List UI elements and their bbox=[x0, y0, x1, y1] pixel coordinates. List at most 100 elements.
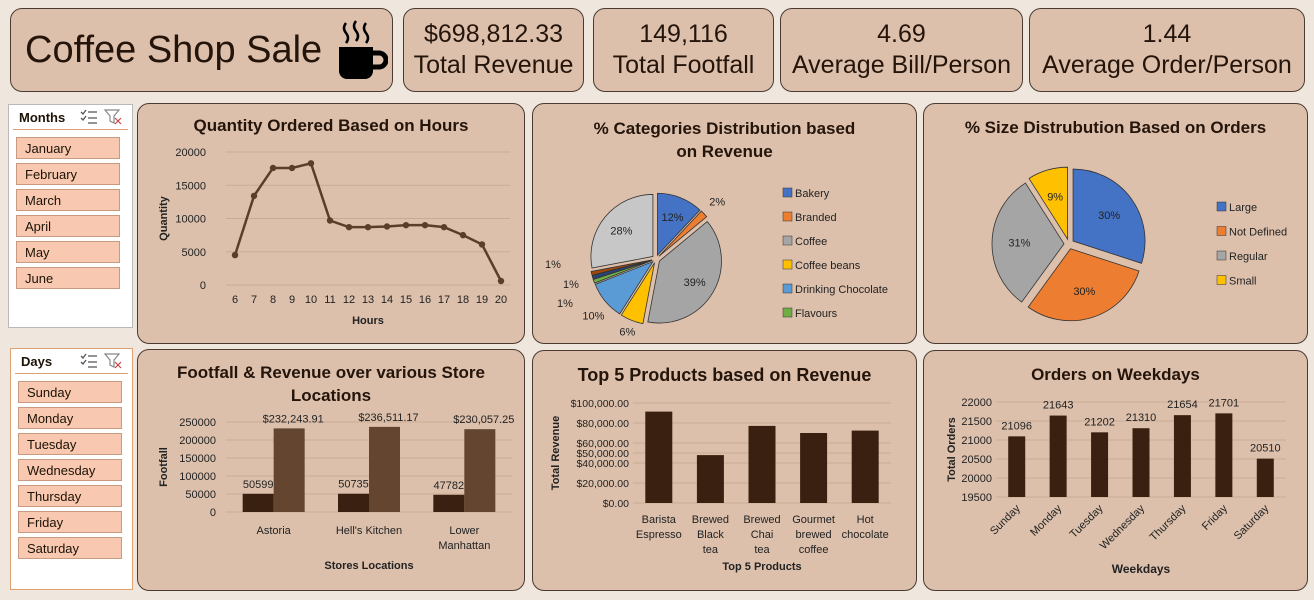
y-tick-label: 0 bbox=[200, 280, 206, 292]
bar bbox=[338, 493, 369, 512]
slicer-item-april[interactable]: April bbox=[16, 215, 120, 237]
x-tick-label: 13 bbox=[362, 294, 374, 306]
slicer-item-friday[interactable]: Friday bbox=[18, 511, 122, 533]
page-title: Coffee Shop Sale bbox=[25, 28, 323, 71]
x-axis-title: Stores Locations bbox=[324, 560, 413, 572]
legend-label: Flavours bbox=[795, 308, 838, 320]
multi-select-icon[interactable] bbox=[80, 109, 98, 125]
data-label: 20510 bbox=[1250, 443, 1281, 455]
x-tick-label: 17 bbox=[438, 294, 450, 306]
slicer-item-saturday[interactable]: Saturday bbox=[18, 537, 122, 559]
data-point bbox=[345, 223, 353, 231]
legend-swatch bbox=[1216, 250, 1227, 261]
y-tick-label: 19500 bbox=[961, 492, 992, 504]
pie-slice bbox=[1072, 168, 1146, 264]
pie-slice bbox=[590, 194, 654, 269]
data-point bbox=[497, 277, 505, 285]
data-label: 12% bbox=[662, 212, 684, 224]
bar bbox=[800, 433, 828, 503]
y-tick-label: 5000 bbox=[182, 247, 206, 259]
x-tick-label: tea bbox=[754, 544, 770, 556]
slicer-item-january[interactable]: January bbox=[16, 137, 120, 159]
x-tick-label: 12 bbox=[343, 294, 355, 306]
x-tick-label: 11 bbox=[324, 294, 335, 306]
data-label: 47782 bbox=[434, 480, 465, 492]
slicer-item-june[interactable]: June bbox=[16, 267, 120, 289]
x-tick-label: Hot bbox=[857, 514, 874, 526]
y-tick-label: 250000 bbox=[179, 417, 216, 429]
data-label: 6% bbox=[619, 327, 635, 339]
y-tick-label: $80,000.00 bbox=[576, 418, 629, 430]
slicer-item-sunday[interactable]: Sunday bbox=[18, 381, 122, 403]
x-tick-label: Brewed bbox=[743, 514, 780, 526]
slicer-item-monday[interactable]: Monday bbox=[18, 407, 122, 429]
legend-swatch bbox=[782, 211, 793, 222]
bar bbox=[1215, 413, 1233, 497]
data-label: 31% bbox=[1008, 237, 1030, 249]
legend-swatch bbox=[1216, 275, 1227, 285]
pie-slice bbox=[620, 262, 655, 325]
pie-slice bbox=[1028, 166, 1069, 241]
slicer-item-may[interactable]: May bbox=[16, 241, 120, 263]
x-tick-label: 7 bbox=[251, 294, 257, 306]
kpi-total-footfall: 149,116 Total Footfall bbox=[593, 8, 774, 92]
pie-slice bbox=[658, 210, 708, 257]
chart-title: Quantity Ordered Based on Hours bbox=[193, 116, 469, 135]
y-tick-label: 22000 bbox=[961, 397, 992, 409]
x-tick-label: 16 bbox=[419, 294, 431, 306]
x-tick-label: 10 bbox=[305, 294, 317, 306]
bar bbox=[645, 411, 673, 503]
y-tick-label: 150000 bbox=[179, 453, 216, 465]
stores-bar-chart: 0 50000 100000 150000 200000 250000 50599 $232,… bbox=[158, 412, 514, 572]
x-axis-title: Hours bbox=[352, 315, 384, 327]
months-slicer: Months January February March April May … bbox=[8, 104, 133, 328]
slicer-item-tuesday[interactable]: Tuesday bbox=[18, 433, 122, 455]
data-label: 21096 bbox=[1001, 420, 1032, 432]
kpi-value: $698,812.33 bbox=[423, 20, 564, 48]
bar bbox=[433, 494, 465, 512]
slicer-header: Days bbox=[15, 349, 128, 374]
slicer-title: Months bbox=[19, 109, 66, 125]
data-point bbox=[478, 241, 486, 248]
data-point bbox=[288, 164, 296, 172]
y-tick-label: $20,000.00 bbox=[576, 478, 629, 490]
legend-label: Coffee beans bbox=[795, 260, 861, 272]
y-tick-label: 20500 bbox=[961, 454, 992, 466]
y-tick-label: 20000 bbox=[961, 473, 992, 485]
x-tick-label: Wednesday bbox=[1098, 502, 1148, 552]
x-tick-label: tea bbox=[703, 544, 719, 556]
bar bbox=[748, 425, 776, 503]
slicer-item-march[interactable]: March bbox=[16, 189, 120, 211]
x-tick-label: Saturday bbox=[1232, 502, 1272, 542]
y-tick-label: 21000 bbox=[961, 435, 992, 447]
data-label: $236,511.17 bbox=[358, 412, 418, 424]
bar bbox=[242, 493, 274, 512]
x-tick-label: Brewed bbox=[692, 514, 729, 526]
x-tick-label: chocolate bbox=[842, 529, 889, 541]
y-tick-label: $60,000.00 bbox=[576, 438, 629, 450]
y-tick-label: 100000 bbox=[179, 471, 216, 483]
y-axis-title: Quantity bbox=[158, 195, 170, 240]
multi-select-icon[interactable] bbox=[80, 353, 98, 369]
slicer-item-wednesday[interactable]: Wednesday bbox=[18, 459, 122, 481]
data-label: 10% bbox=[582, 310, 604, 322]
data-point bbox=[402, 221, 410, 229]
kpi-total-revenue: $698,812.33 Total Revenue bbox=[403, 8, 584, 92]
chart-title: Orders on Weekdays bbox=[1031, 365, 1200, 384]
clear-filter-icon[interactable] bbox=[104, 109, 122, 125]
stores-chart-card: Footfall & Revenue over various Store Lo… bbox=[137, 349, 525, 591]
data-label: 21701 bbox=[1209, 397, 1240, 409]
x-tick-label: Manhattan bbox=[438, 540, 490, 552]
x-tick-label: 20 bbox=[495, 294, 507, 306]
legend-label: Drinking Chocolate bbox=[795, 284, 888, 296]
data-point bbox=[250, 192, 258, 200]
chart-title: Footfall & Revenue over various Store Lo… bbox=[177, 363, 485, 405]
coffee-cup-icon bbox=[339, 20, 389, 79]
clear-filter-icon[interactable] bbox=[104, 353, 122, 369]
y-tick-label: $0.00 bbox=[603, 498, 629, 510]
slicer-item-february[interactable]: February bbox=[16, 163, 120, 185]
data-label: 1% bbox=[557, 298, 573, 310]
slicer-item-thursday[interactable]: Thursday bbox=[18, 485, 122, 507]
days-slicer: Days Sunday Monday Tuesday Wednesday Thu… bbox=[10, 348, 133, 590]
data-label: 1% bbox=[545, 259, 561, 271]
